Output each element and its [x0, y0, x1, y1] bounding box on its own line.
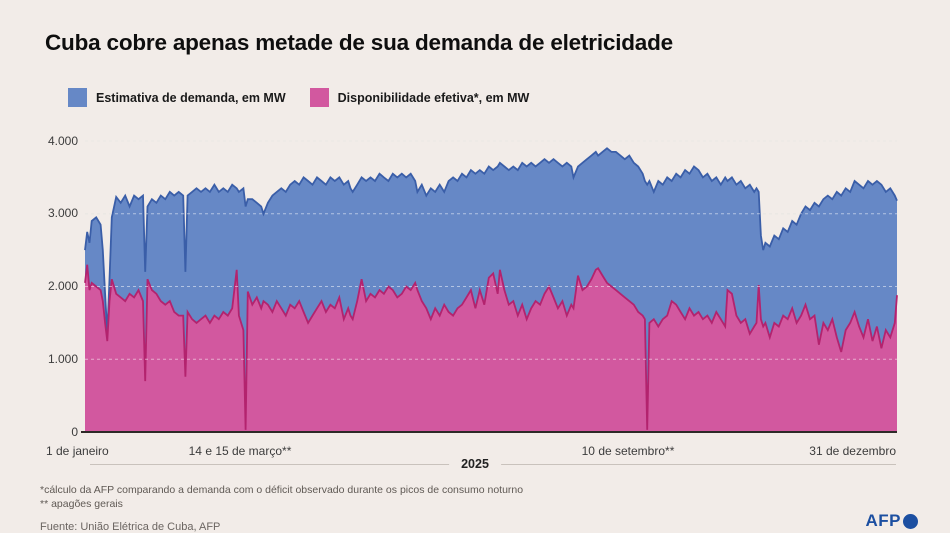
legend-label-demand: Estimativa de demanda, em MW [96, 90, 286, 105]
source-note: Fuente: União Elétrica de Cuba, AFP [40, 521, 221, 533]
x-axis-label-january: 1 de janeiro [46, 444, 109, 458]
page-title: Cuba cobre apenas metade de sua demanda … [45, 30, 673, 55]
x-axis-label-march-blackout: 14 e 15 de março** [188, 444, 292, 458]
year-label: 2025 [449, 457, 501, 471]
availability-swatch-icon [309, 88, 329, 107]
y-axis-label-0: 0 [71, 425, 78, 439]
afp-logo-text: AFP [865, 511, 901, 530]
y-axis-label-4000: 4.000 [47, 134, 78, 148]
footnote-blackouts: ** apagões gerais [40, 498, 123, 510]
legend: Estimativa de demanda, em MW Disponibili… [68, 88, 529, 107]
legend-item-availability: Disponibilidade efetiva*, em MW [309, 88, 530, 107]
legend-item-demand: Estimativa de demanda, em MW [68, 88, 286, 107]
afp-logo: AFP [865, 511, 918, 531]
y-axis-label-1000: 1.000 [47, 352, 78, 366]
footnote-calculation: *cálculo da AFP comparando a demanda com… [40, 484, 524, 496]
legend-label-availability: Disponibilidade efetiva*, em MW [337, 90, 530, 105]
x-axis-label-december: 31 de dezembro [809, 444, 896, 458]
y-axis-label-3000: 3.000 [47, 206, 78, 220]
y-axis-label-2000: 2.000 [47, 279, 78, 293]
demand-swatch-icon [68, 88, 87, 107]
afp-logo-circle-icon [903, 513, 918, 529]
x-axis-label-september-blackout: 10 de setembro** [581, 444, 675, 458]
